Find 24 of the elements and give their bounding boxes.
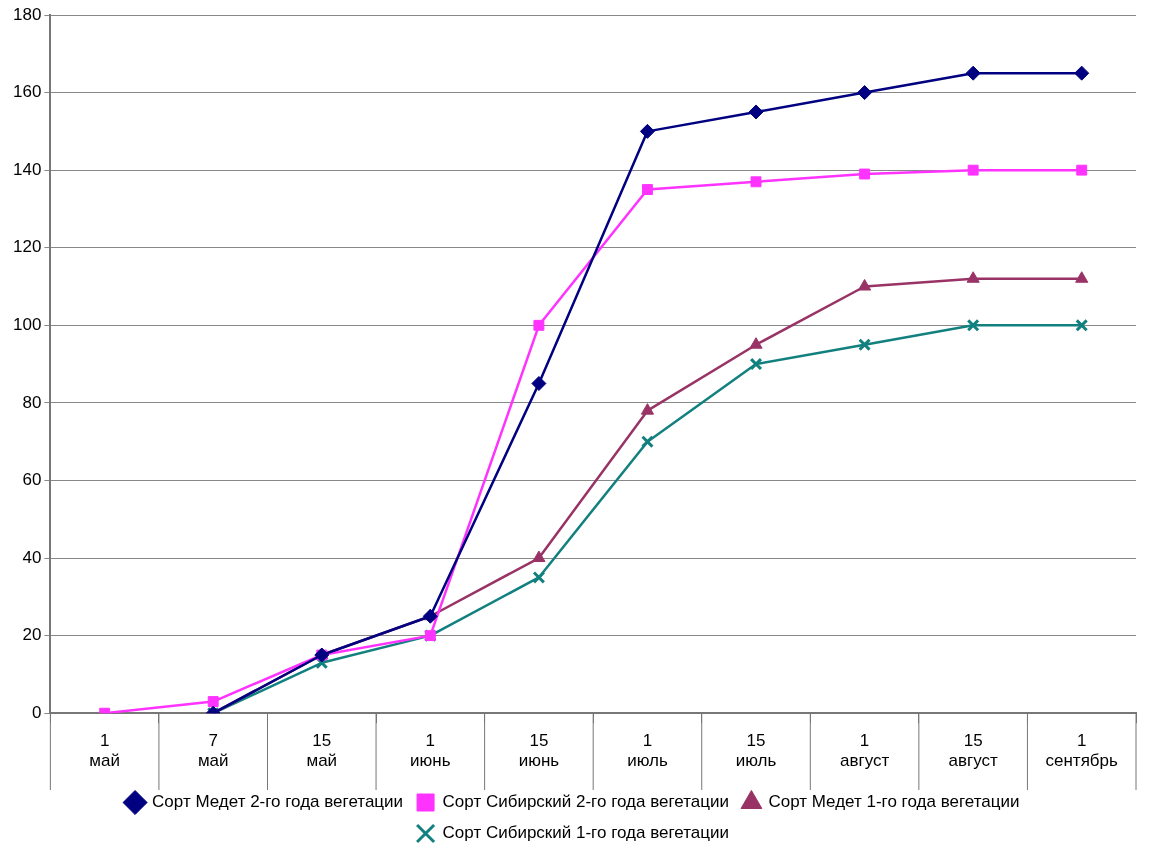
y-tick-label: 20 <box>22 625 42 645</box>
x-tick-label: 15 июнь <box>518 731 560 771</box>
y-tick-label: 140 <box>12 159 42 179</box>
x-tick-label: 1 сентябрь <box>1045 731 1119 771</box>
y-tick-label: 100 <box>12 315 42 334</box>
x-tick-label: 7 май <box>197 731 229 771</box>
x-tick-label: 1 август <box>839 731 890 771</box>
y-tick-label: 60 <box>22 470 42 490</box>
legend-label: Сорт Сибирский 2-го года вегетации <box>442 792 729 812</box>
legend-label: Сорт Сибирский 1-го года вегетации <box>442 823 729 843</box>
y-tick-label: 120 <box>12 237 42 257</box>
x-tick-label: 1 июль <box>627 731 668 771</box>
y-tick-label: 40 <box>22 547 42 567</box>
y-tick-label: 180 <box>12 4 42 24</box>
x-tick-label: 1 июнь <box>410 731 451 771</box>
legend-label: Сорт Медет 1-го года вегетации <box>768 792 1020 812</box>
x-tick-label: 15 июль <box>735 731 777 771</box>
x-tick-label: 15 май <box>306 731 338 771</box>
x-tick-label: 1 май <box>89 731 120 771</box>
y-tick-label: 0 <box>31 702 42 722</box>
legend-label: Сорт Медет 2-го года вегетации <box>152 792 404 812</box>
x-tick-label: 15 август <box>948 731 998 771</box>
y-tick-label: 160 <box>12 82 42 102</box>
y-tick-label: 80 <box>22 392 42 412</box>
